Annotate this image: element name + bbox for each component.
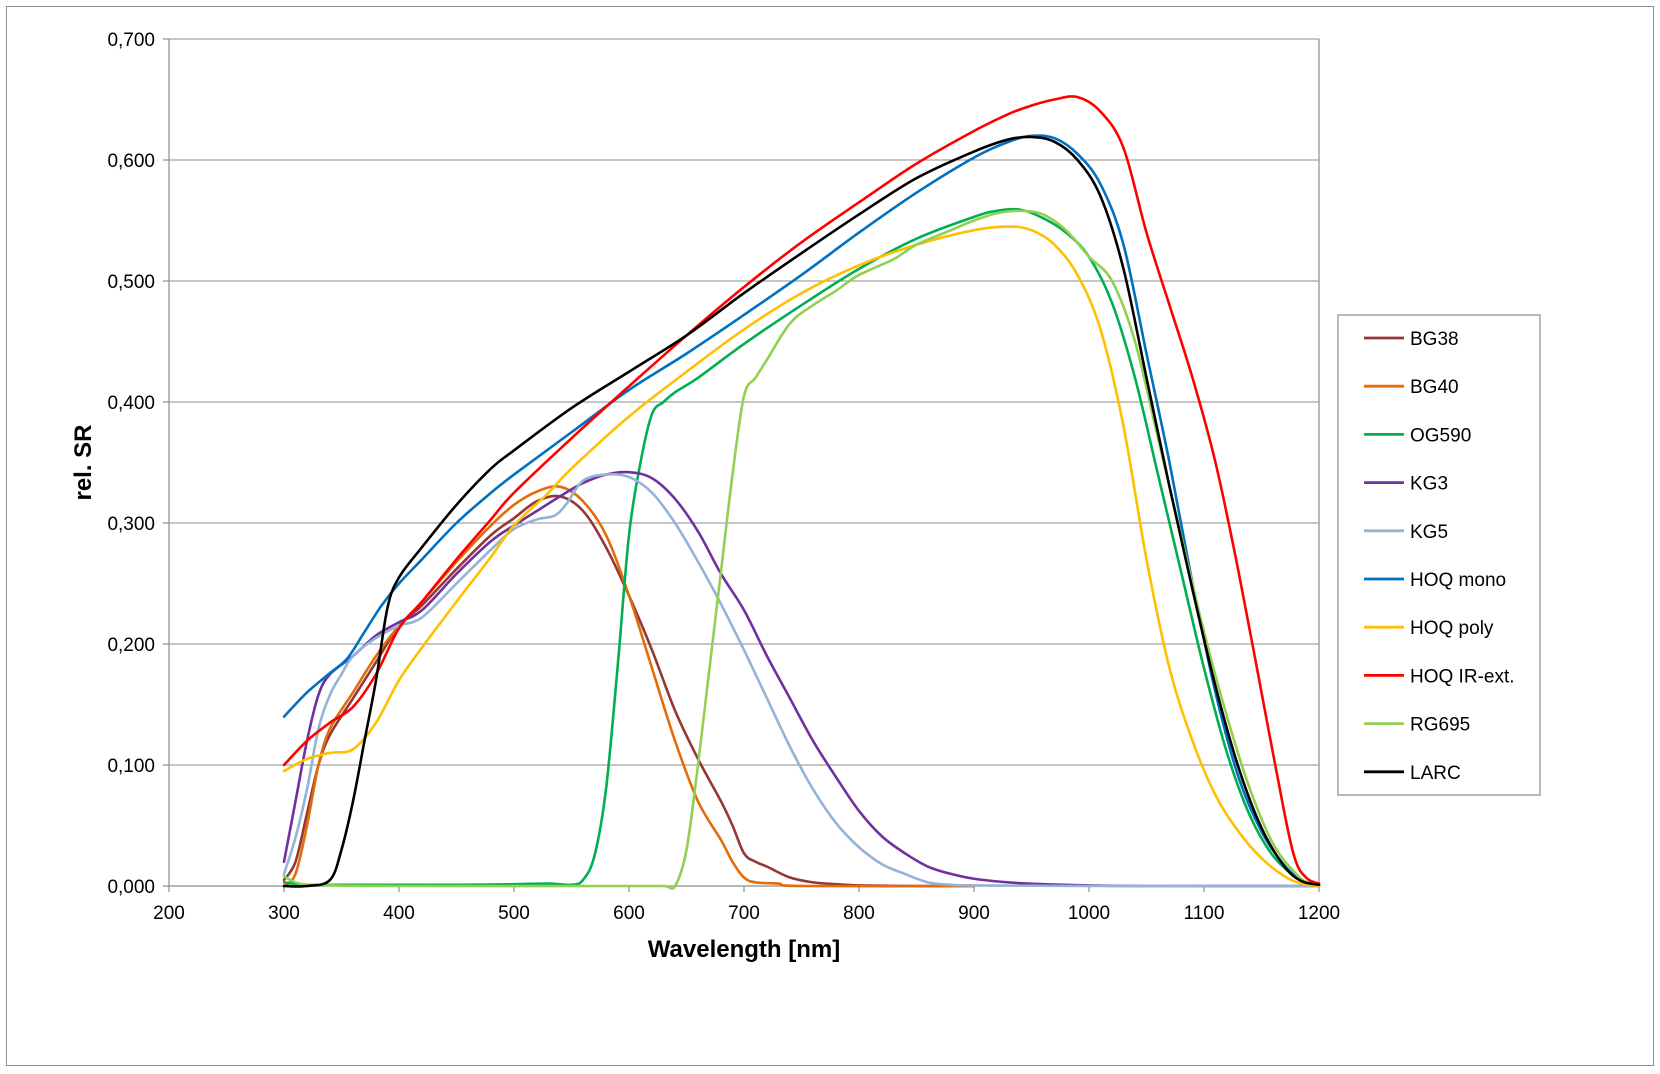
legend-label-larc: LARC [1410,763,1461,784]
series-line-larc [282,135,1321,888]
y-tick-label: 0,000 [107,877,155,898]
series-line-bg38 [282,494,976,888]
series-line-hoq-ir-ext [282,95,1321,885]
x-tick-label: 400 [383,903,415,924]
series-line-kg3 [282,470,1321,888]
axes: 0,000 0,100 0,200 0,300 0,400 0,500 0,600 0,700… [107,30,1340,924]
legend-label-hoq-poly: HOQ poly [1410,618,1494,639]
legend-box [1337,314,1541,796]
y-tick-label: 0,400 [107,393,155,414]
legend-label-kg5: KG5 [1410,522,1448,543]
x-tick-label: 800 [843,903,875,924]
series-line-hoq-mono [282,134,1321,887]
legend-label-og590: OG590 [1410,425,1471,446]
x-tick-label: 700 [728,903,760,924]
series-line-og590 [282,207,1321,887]
legend-label-kg3: KG3 [1410,474,1448,495]
series-line-hoq-poly [282,225,1321,888]
y-tick-label: 0,600 [107,151,155,172]
y-tick-label: 0,500 [107,272,155,293]
y-tick-label: 0,300 [107,514,155,535]
legend-label-hoq-ir-ext: HOQ IR-ext. [1410,666,1515,687]
x-tick-label: 300 [268,903,300,924]
legend: BG38 BG40 OG590 KG3 KG5 HOQ mono HOQ poly HOQ I… [1337,314,1541,796]
y-axis-title: rel. SR [70,424,97,500]
x-tick-label: 1100 [1184,903,1225,924]
series-line-rg695 [282,209,1321,890]
chart-frame: 0,000 0,100 0,200 0,300 0,400 0,500 0,600 0,700… [6,6,1654,1066]
line-chart: 0,000 0,100 0,200 0,300 0,400 0,500 0,600 0,700… [70,30,1541,963]
legend-label-hoq-mono: HOQ mono [1410,570,1506,591]
x-tick-label: 600 [613,903,645,924]
series-lines [282,95,1321,890]
x-tick-label: 1000 [1068,903,1110,924]
x-tick-label: 900 [958,903,990,924]
series-line-kg5 [282,472,1321,888]
legend-label-bg40: BG40 [1410,377,1459,398]
x-tick-label: 1200 [1298,903,1340,924]
x-tick-label: 500 [498,903,530,924]
grid [169,38,1319,766]
y-tick-label: 0,100 [107,756,155,777]
y-tick-label: 0,700 [107,30,155,51]
x-axis-title: Wavelength [nm] [648,936,840,963]
x-tick-label: 200 [153,903,185,924]
y-tick-label: 0,200 [107,635,155,656]
legend-label-bg38: BG38 [1410,329,1459,350]
series-line-bg40 [282,485,976,888]
legend-label-rg695: RG695 [1410,715,1470,736]
